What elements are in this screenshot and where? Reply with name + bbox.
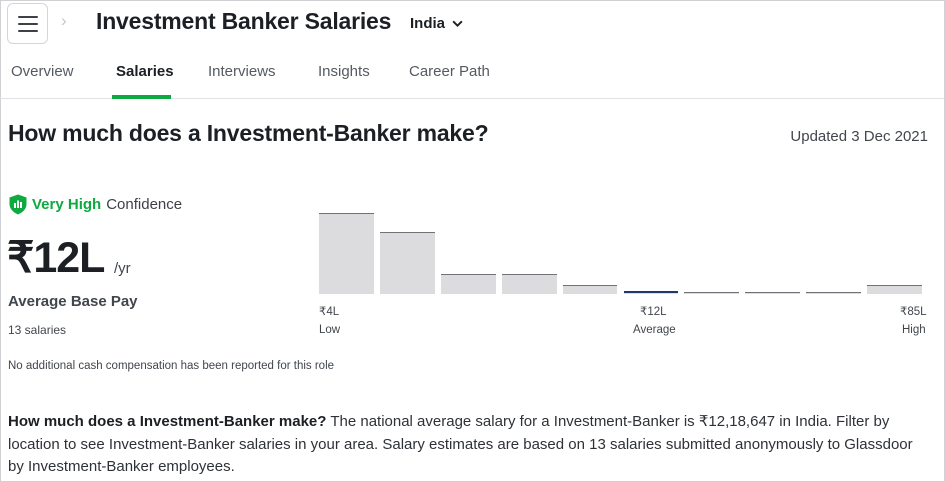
average-pay-amount: ₹12L — [7, 234, 105, 282]
tab-career-path[interactable]: Career Path — [409, 63, 490, 80]
location-value: India — [410, 15, 446, 32]
menu-line-icon — [17, 15, 38, 18]
section-title: How much does a Investment-Banker make? — [8, 120, 489, 146]
confidence-label: Confidence — [106, 196, 183, 213]
active-tab-indicator — [112, 95, 171, 99]
chevron-down-icon — [452, 20, 463, 28]
histogram-bar — [806, 292, 862, 294]
salary-histogram — [319, 205, 928, 294]
histogram-bar — [319, 213, 374, 294]
histogram-bar — [745, 292, 801, 294]
low-label: Low — [319, 324, 341, 336]
histogram-bar — [867, 285, 922, 294]
page-title: Investment Banker Salaries — [96, 8, 392, 34]
tab-insights[interactable]: Insights — [318, 63, 370, 80]
location-dropdown[interactable]: India — [410, 15, 464, 32]
cash-compensation-note: No additional cash compensation has been… — [8, 360, 335, 372]
pay-unit: /yr — [114, 260, 131, 277]
average-value-label: ₹12L — [640, 306, 667, 318]
histogram-bar — [379, 231, 435, 294]
histogram-bar — [684, 292, 740, 294]
confidence-indicator: Very High Confidence — [9, 194, 182, 215]
average-pay-label: Average Base Pay — [8, 293, 138, 310]
histogram-bar — [440, 274, 496, 294]
salary-description: How much does a Investment-Banker make? … — [8, 411, 928, 479]
menu-line-icon — [17, 29, 38, 32]
hamburger-menu-button[interactable] — [7, 3, 48, 44]
confidence-level: Very High — [32, 196, 102, 213]
high-value-label: ₹85L — [900, 306, 927, 318]
tab-overview[interactable]: Overview — [11, 63, 74, 80]
updated-date: Updated 3 Dec 2021 — [790, 128, 928, 145]
shield-chart-icon — [9, 194, 27, 215]
description-body: The national average salary for a Invest… — [8, 413, 913, 475]
tab-salaries[interactable]: Salaries — [116, 63, 174, 80]
histogram-bar — [623, 291, 679, 294]
chevron-right-icon: › — [61, 11, 67, 30]
high-label: High — [902, 324, 926, 336]
histogram-bar — [501, 274, 557, 294]
tab-bar: Overview Salaries Interviews Insights Ca… — [0, 52, 944, 99]
tab-interviews[interactable]: Interviews — [208, 63, 276, 80]
salary-count: 13 salaries — [8, 323, 67, 337]
histogram-bar — [562, 285, 618, 294]
average-label: Average — [633, 324, 676, 336]
description-question: How much does a Investment-Banker make? — [8, 413, 327, 430]
low-value-label: ₹4L — [319, 306, 340, 318]
menu-line-icon — [17, 22, 38, 25]
